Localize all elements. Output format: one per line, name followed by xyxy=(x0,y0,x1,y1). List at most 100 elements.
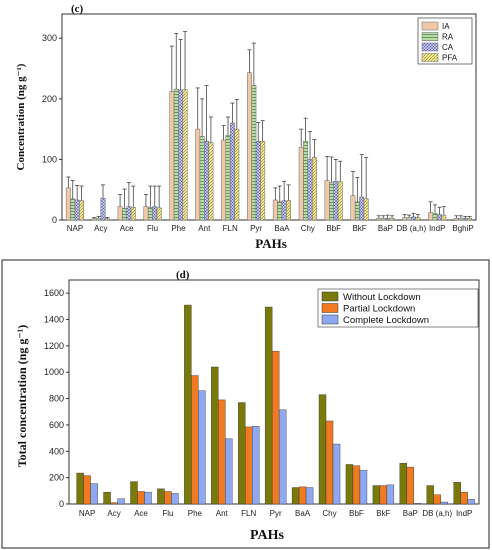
x-tick-label-d-bap: BaP xyxy=(403,509,418,518)
y-tick-label-d: 200 xyxy=(49,473,64,483)
bar-d-complete-lockdown-indp xyxy=(467,499,475,505)
y-tick-label-d: 1000 xyxy=(44,367,64,377)
bar-c-ia-db-a-h xyxy=(402,217,408,221)
bar-c-pfa-db-a-h xyxy=(415,217,421,221)
bar-c-pfa-bbf xyxy=(337,181,343,221)
bar-d-partial-lockdown-bap xyxy=(406,466,415,505)
bar-c-ca-chy xyxy=(307,159,313,221)
y-tick-label-d: 1600 xyxy=(44,288,64,298)
bar-c-ca-bkf xyxy=(359,196,365,221)
y-tick-label-d: 400 xyxy=(49,446,64,456)
x-tick-label-c-bbf: BbF xyxy=(326,224,341,233)
bar-c-pfa-bghip xyxy=(467,217,473,221)
bar-group-d xyxy=(76,304,475,505)
bar-d-without-lockdown-ace xyxy=(130,481,138,505)
bar-c-ra-ant xyxy=(199,136,205,221)
bar-c-ia-indp xyxy=(428,212,434,221)
bar-d-without-lockdown-pyr xyxy=(264,306,273,505)
x-tick-label-c-fln: FLN xyxy=(223,224,238,233)
bar-c-pfa-pyr xyxy=(260,140,266,221)
bar-d-complete-lockdown-ace xyxy=(144,491,152,505)
x-tick-label-d-db-a-h: DB (a,h) xyxy=(422,509,452,518)
bar-c-ca-bbf xyxy=(333,180,339,221)
x-axis-c: NAP Acy Ace Flu Phe Ant FLN Pyr BaA Chy BbF BkF BaP D… xyxy=(67,224,474,233)
bar-d-complete-lockdown-bbf xyxy=(359,470,368,505)
bar-d-without-lockdown-ant xyxy=(211,366,219,505)
panel-label-d: (d) xyxy=(176,269,190,281)
bar-d-partial-lockdown-flu xyxy=(164,491,172,505)
x-tick-label-d-bbf: BbF xyxy=(349,509,364,518)
bar-d-without-lockdown-baa xyxy=(291,487,300,505)
y-axis-d: 0 200 400 600 800 1000 1200 1400 1600 xyxy=(44,288,69,509)
x-tick-label-c-flu: Flu xyxy=(147,224,158,233)
x-tick-label-d-nap: NAP xyxy=(79,509,95,518)
x-tick-label-c-phe: Phe xyxy=(171,224,186,233)
y-tick-label-c: 0 xyxy=(52,215,57,225)
x-tick-label-d-indp: IndP xyxy=(456,509,472,518)
bar-c-ra-db-a-h xyxy=(406,217,412,221)
legend-swatch-c-ia xyxy=(421,21,439,31)
bar-d-partial-lockdown-bkf xyxy=(379,485,388,505)
y-axis-label-d: Total concentration (ng g⁻¹) xyxy=(15,325,29,467)
x-tick-label-d-chy: Chy xyxy=(322,509,336,518)
bar-c-ra-bkf xyxy=(354,201,360,221)
bar-d-complete-lockdown-acy xyxy=(117,498,125,505)
bar-c-ia-pyr xyxy=(247,72,252,221)
bar-c-ia-acy xyxy=(91,218,97,221)
bar-d-partial-lockdown-chy xyxy=(325,420,334,505)
bar-d-partial-lockdown-nap xyxy=(83,475,91,505)
bar-c-ia-ace xyxy=(117,206,123,221)
bar-d-without-lockdown-phe xyxy=(184,304,192,505)
x-tick-label-d-phe: Phe xyxy=(188,509,203,518)
bar-d-complete-lockdown-baa xyxy=(305,487,314,505)
y-tick-label-c: 300 xyxy=(42,33,57,43)
bar-d-complete-lockdown-ant xyxy=(225,438,233,505)
bar-c-ca-acy xyxy=(100,197,106,221)
bar-d-without-lockdown-nap xyxy=(76,472,84,505)
bar-c-pfa-bkf xyxy=(363,198,369,221)
y-axis-label-c: Concentration (ng g⁻¹) xyxy=(15,63,27,170)
bar-c-pfa-fln xyxy=(234,128,240,221)
bar-d-complete-lockdown-fln xyxy=(252,426,260,505)
bar-c-ia-ant xyxy=(195,128,201,221)
bar-d-partial-lockdown-phe xyxy=(191,375,199,505)
y-tick-label-d: 1200 xyxy=(44,341,64,351)
x-tick-label-d-bkf: BkF xyxy=(376,509,390,518)
legend-label-d-partial-lockdown: Partial Lockdown xyxy=(343,304,415,315)
legend-swatch-c-ra xyxy=(421,32,439,41)
x-tick-label-d-ace: Ace xyxy=(134,509,148,518)
bar-c-ca-phe xyxy=(178,89,184,221)
bar-d-complete-lockdown-bap xyxy=(413,503,422,505)
x-axis-label-d: PAHs xyxy=(250,528,285,543)
bar-c-ra-acy xyxy=(96,217,102,221)
bar-c-ra-nap xyxy=(70,198,76,221)
bar-c-ca-nap xyxy=(74,199,80,221)
bar-c-ra-phe xyxy=(173,88,179,221)
x-tick-label-c-ant: Ant xyxy=(198,224,211,233)
bar-d-without-lockdown-acy xyxy=(103,491,111,505)
bar-c-pfa-ace xyxy=(130,207,136,221)
bar-c-ra-bbf xyxy=(329,182,334,221)
plot-frame-c xyxy=(61,13,477,221)
x-tick-label-c-bkf: BkF xyxy=(352,224,366,233)
y-axis-c: 0 100 200 300 xyxy=(42,33,62,225)
legend-swatch-d-complete-lockdown xyxy=(321,314,339,325)
bar-d-complete-lockdown-nap xyxy=(90,483,98,505)
chart-c-svg: (c) 0 100 200 300 NAP Acy Ace Flu Phe Ant FLN Pyr B… xyxy=(15,3,477,251)
x-tick-label-d-baa: BaA xyxy=(295,509,311,518)
bar-c-ra-pyr xyxy=(251,85,257,221)
bar-c-pfa-phe xyxy=(182,89,188,221)
bar-d-partial-lockdown-ace xyxy=(137,491,145,505)
bar-d-without-lockdown-bap xyxy=(399,462,408,505)
bar-c-ca-fln xyxy=(229,122,235,221)
bar-c-pfa-nap xyxy=(79,200,84,221)
chart-d-svg: (d) 0 200 400 600 800 1000 1200 1400 1600 NAP Acy… xyxy=(1,259,490,549)
outer-frame-d xyxy=(1,259,490,549)
bar-c-pfa-bap xyxy=(389,217,395,221)
bar-c-ca-db-a-h xyxy=(411,216,416,221)
bar-c-ra-baa xyxy=(277,201,283,221)
x-tick-label-c-bap: BaP xyxy=(378,224,393,233)
bar-c-ca-ant xyxy=(204,140,209,221)
bar-c-ia-bbf xyxy=(324,180,330,221)
bar-c-ca-pyr xyxy=(255,140,261,221)
